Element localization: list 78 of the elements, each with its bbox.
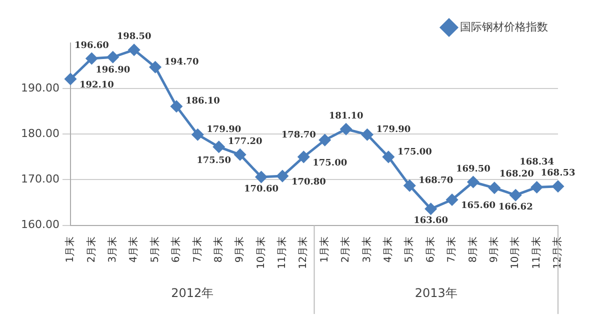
text: 2013年 <box>414 286 458 300</box>
point <box>382 151 394 163</box>
point <box>531 182 543 194</box>
data-label: 170.80 <box>291 177 326 188</box>
x-tick-label: 12月末 <box>297 236 310 270</box>
point <box>213 141 225 153</box>
data-label: 166.62 <box>498 202 533 212</box>
point <box>361 128 373 140</box>
x-tick-label: 7月末 <box>191 236 204 263</box>
point <box>340 123 352 135</box>
data-label: 177.20 <box>228 137 262 148</box>
point <box>170 100 182 112</box>
text: 2012年 <box>171 286 214 300</box>
data-label: 179.90 <box>206 124 242 135</box>
data-label: 168.70 <box>418 176 454 186</box>
data-label: 178.70 <box>281 130 316 140</box>
point <box>276 170 288 182</box>
point <box>64 73 76 85</box>
point <box>552 180 564 192</box>
data-label: 165.60 <box>461 201 496 212</box>
point <box>150 61 162 73</box>
point <box>192 128 204 140</box>
x-tick-label: 9月末 <box>234 236 246 263</box>
y-tick-label: 180.00 <box>20 126 60 140</box>
x-tick-label: 6月末 <box>424 236 436 263</box>
data-label: 198.50 <box>116 32 152 42</box>
x-tick-label: 6月末 <box>170 236 182 263</box>
data-label: 175.00 <box>312 158 348 168</box>
x-tick-label: 3月末 <box>106 236 118 263</box>
x-tick-label: 1月末 <box>64 236 76 263</box>
y-tick-label: 190.00 <box>20 81 60 94</box>
point <box>234 148 246 160</box>
point <box>425 203 437 215</box>
point <box>256 171 268 183</box>
point <box>510 189 522 201</box>
x-tick-label: 1月末 <box>318 236 330 263</box>
data-label: 170.60 <box>244 184 278 194</box>
data-label: 192.10 <box>79 80 114 90</box>
point <box>404 180 416 192</box>
point <box>86 52 98 64</box>
data-label: 175.00 <box>397 147 432 158</box>
data-label: 194.70 <box>164 57 199 68</box>
data-label: 196.90 <box>96 65 130 76</box>
data-label: 163.60 <box>414 216 448 226</box>
x-tick-label: 2月末 <box>340 236 352 263</box>
data-label: 196.60 <box>74 40 109 51</box>
point <box>298 151 310 163</box>
y-tick-label: 170.00 <box>20 172 60 186</box>
point <box>128 44 140 56</box>
legend-label: 国际钢材价格指数 <box>460 20 548 34</box>
data-label: 175.50 <box>196 156 232 166</box>
point <box>319 134 331 146</box>
data-label: 168.34 <box>520 158 554 168</box>
data-label: 179.90 <box>376 124 411 135</box>
x-tick-label: 3月末 <box>360 236 373 263</box>
x-tick-label: 5月末 <box>403 236 416 263</box>
point <box>446 194 458 206</box>
x-tick-label: 7月末 <box>446 236 458 263</box>
data-label: 168.53 <box>540 168 576 179</box>
data-label: 181.10 <box>328 111 364 122</box>
x-tick-label: 8月末 <box>212 236 224 263</box>
x-tick-label: 5月末 <box>148 236 161 263</box>
x-tick-label: 4月末 <box>382 236 394 263</box>
x-tick-label: 11月末 <box>530 236 542 270</box>
x-tick-label: 4月末 <box>128 236 140 263</box>
point <box>488 182 500 194</box>
data-label: 186.10 <box>185 96 220 107</box>
data-label: 168.20 <box>499 169 534 180</box>
x-tick-label: 2月末 <box>85 236 98 263</box>
point <box>107 51 119 63</box>
data-label: 169.50 <box>456 164 490 174</box>
x-tick-label: 10月末 <box>254 236 267 270</box>
point <box>467 176 479 188</box>
x-tick-label: 9月末 <box>488 236 500 263</box>
x-tick-label: 10月末 <box>509 236 522 270</box>
x-tick-label: 8月末 <box>466 236 479 263</box>
x-tick-label: 11月末 <box>276 236 288 270</box>
y-tick-label: 160.00 <box>20 218 60 232</box>
